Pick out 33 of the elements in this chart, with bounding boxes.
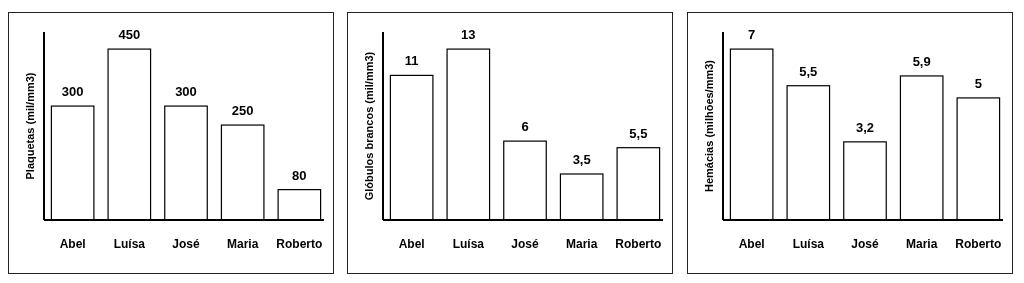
data-label: 11 — [404, 53, 419, 69]
data-label: 300 — [61, 84, 84, 100]
data-label: 7 — [748, 27, 756, 43]
y-axis-title: Hemácias (milhões/mm3) — [703, 59, 715, 193]
data-label: 5,5 — [629, 125, 648, 141]
x-tick-label: Abel — [59, 237, 86, 251]
x-tick-label: Luísa — [792, 237, 825, 251]
x-tick-label: Maria — [905, 237, 938, 251]
data-label: 3,5 — [572, 151, 591, 167]
data-label: 5 — [974, 75, 982, 91]
x-tick-label: Abel — [398, 237, 425, 251]
x-tick-label: Maria — [226, 237, 259, 251]
data-label: 450 — [118, 27, 141, 43]
x-tick-label: Luísa — [452, 237, 485, 251]
data-label: 80 — [292, 167, 307, 183]
data-label: 5,9 — [912, 53, 931, 69]
x-tick-label: José — [851, 237, 879, 251]
x-tick-label: José — [172, 237, 200, 251]
x-tick-label: Maria — [565, 237, 598, 251]
y-axis-title: Plaquetas (mil/mm3) — [24, 72, 36, 180]
data-label: 5,5 — [799, 63, 818, 79]
x-tick-label: Roberto — [276, 237, 323, 251]
x-tick-label: Luísa — [113, 237, 146, 251]
data-label: 3,2 — [855, 119, 875, 135]
data-label: 250 — [231, 103, 254, 119]
x-tick-label: José — [511, 237, 539, 251]
data-label: 300 — [175, 84, 197, 100]
x-tick-label: Abel — [738, 237, 765, 251]
data-label: 6 — [521, 119, 529, 135]
y-axis-title: Glóbulos brancos (mil/mm3) — [363, 51, 375, 201]
x-tick-label: Roberto — [615, 237, 662, 251]
x-tick-label: Roberto — [955, 237, 1002, 251]
data-label: 13 — [461, 27, 476, 43]
